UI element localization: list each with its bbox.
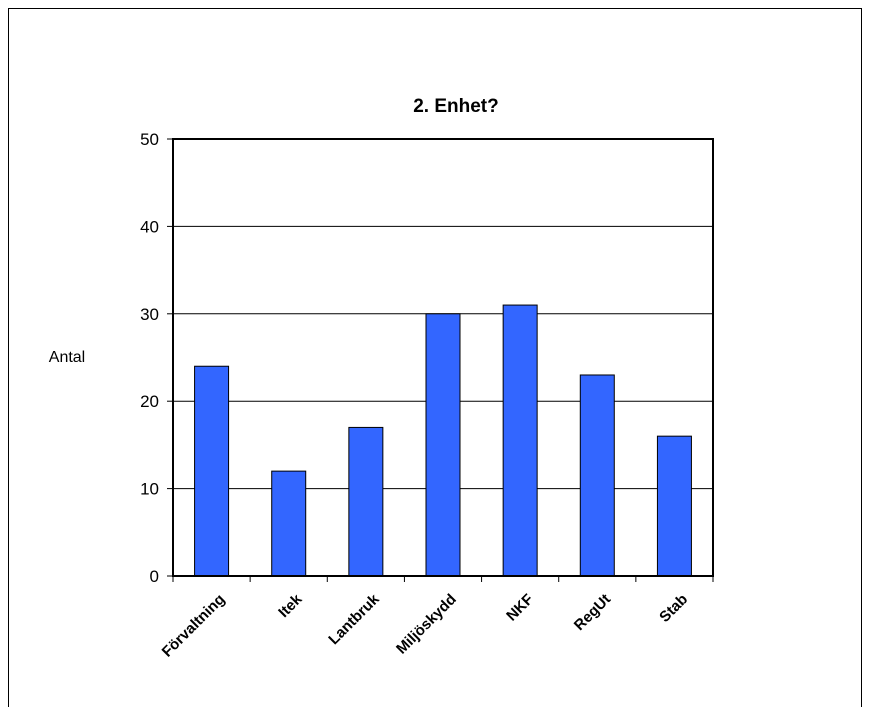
- y-axis-label: Antal: [49, 349, 85, 366]
- bar-lantbruk: [348, 426, 384, 577]
- x-tick-label: Miljöskydd: [393, 591, 460, 658]
- y-axis-ticks: 0 10 20 30 40 50: [140, 130, 173, 586]
- bar-stab: [656, 435, 692, 577]
- x-tick-label: RegUt: [571, 591, 614, 634]
- x-tick-label: Itek: [275, 590, 306, 621]
- bar-nkf: [502, 304, 538, 577]
- x-tick-label: NKF: [503, 591, 537, 625]
- chart-title: 2. Enhet?: [413, 96, 499, 117]
- x-tick-label: Förvaltning: [159, 591, 229, 661]
- bars: [194, 304, 692, 577]
- bar-regut: [579, 374, 615, 577]
- plot-area-border: [172, 138, 714, 577]
- bar-förvaltning: [194, 365, 230, 577]
- x-axis-ticks: Förvaltning Itek Lantbruk Miljöskydd NKF RegU…: [159, 576, 714, 661]
- y-tick-label: 40: [140, 217, 159, 236]
- y-tick-label: 10: [140, 480, 159, 499]
- bar-itek: [271, 470, 307, 577]
- y-tick-label: 0: [150, 567, 159, 586]
- y-tick-label: 50: [140, 130, 159, 149]
- y-tick-label: 30: [140, 305, 159, 324]
- x-tick-label: Lantbruk: [325, 590, 383, 648]
- x-tick-label: Stab: [656, 591, 691, 626]
- bar-miljöskydd: [425, 313, 461, 577]
- y-tick-label: 20: [140, 392, 159, 411]
